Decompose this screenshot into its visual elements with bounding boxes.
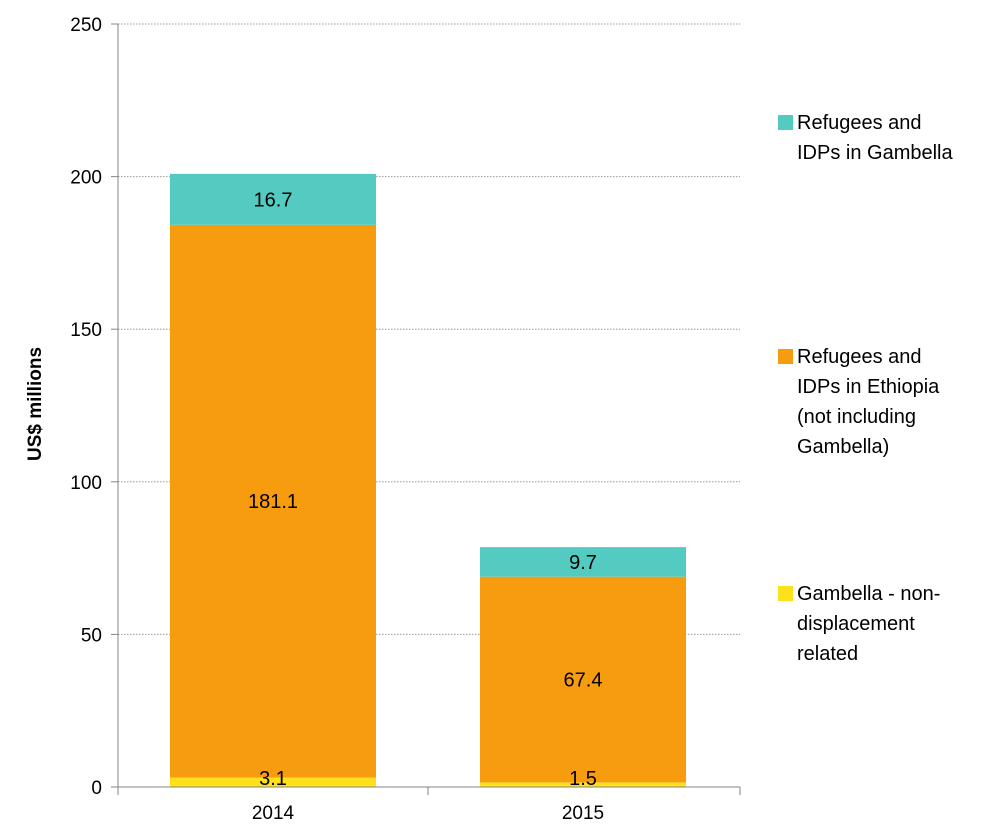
data-label: 16.7 [254, 189, 293, 211]
bar-segment [170, 173, 376, 225]
axes [111, 23, 741, 795]
y-tick-labels: 0 50 100 150 200 250 [70, 15, 102, 799]
bar-segment [170, 777, 376, 787]
y-tick-label: 100 [70, 473, 102, 494]
legend-item-gambella-non-displacement: Gambella - non- displacement related [778, 579, 982, 669]
x-tick-labels: 2014 2015 [252, 803, 604, 824]
data-label: 181.1 [248, 491, 298, 513]
legend-label: Gambella - non- displacement related [797, 583, 941, 665]
y-tick-label: 250 [70, 15, 102, 36]
y-tick-label: 200 [70, 168, 102, 189]
data-label: 1.5 [569, 768, 597, 790]
legend-swatch [778, 115, 793, 130]
legend-item-gambella-refugees: Refugees and IDPs in Gambella [778, 108, 982, 168]
y-tick-label: 50 [81, 625, 102, 646]
bar-segment [480, 576, 686, 783]
bars [170, 173, 686, 787]
bar-segment [480, 782, 686, 787]
bar-segment [480, 547, 686, 577]
y-tick-label: 150 [70, 320, 102, 341]
data-label: 67.4 [564, 670, 603, 692]
legend-label: Refugees and IDPs in Gambella [797, 112, 953, 164]
y-tick-label: 0 [91, 778, 102, 799]
data-labels: 3.1 181.1 16.7 1.5 67.4 9.7 [248, 189, 603, 790]
bar-segment [170, 224, 376, 778]
data-label: 9.7 [569, 552, 597, 574]
legend-label: Refugees and IDPs in Ethiopia (not inclu… [797, 346, 940, 458]
legend-swatch [778, 586, 793, 601]
data-label: 3.1 [259, 768, 287, 790]
x-tick-label: 2014 [252, 803, 295, 824]
legend: Refugees and IDPs in Gambella Refugees a… [778, 0, 978, 831]
y-axis-label: US$ millions [25, 347, 46, 461]
legend-swatch [778, 349, 793, 364]
legend-item-ethiopia-refugees: Refugees and IDPs in Ethiopia (not inclu… [778, 342, 982, 462]
x-tick-label: 2015 [562, 803, 604, 824]
